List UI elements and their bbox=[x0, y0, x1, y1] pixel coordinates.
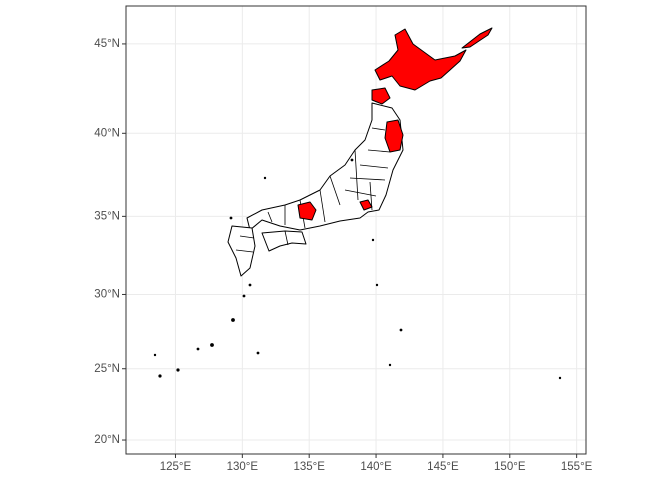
y-tick-label: 45°N bbox=[94, 38, 120, 50]
x-tick-label: 135°E bbox=[293, 461, 325, 473]
island bbox=[350, 158, 354, 162]
x-tick-label: 130°E bbox=[227, 461, 259, 473]
aomori bbox=[371, 87, 391, 105]
x-tick-label: 155°E bbox=[561, 461, 593, 473]
y-tick-label: 30°N bbox=[94, 288, 120, 300]
y-tick-label: 20°N bbox=[94, 434, 120, 446]
island bbox=[256, 351, 260, 355]
island bbox=[399, 328, 403, 332]
kuril-islands bbox=[461, 27, 493, 49]
island bbox=[196, 347, 200, 351]
island bbox=[248, 283, 252, 287]
island bbox=[558, 376, 562, 380]
grid bbox=[126, 6, 586, 454]
island bbox=[158, 374, 162, 378]
hokkaido bbox=[374, 28, 467, 91]
x-tick-label: 140°E bbox=[360, 461, 392, 473]
island bbox=[388, 363, 392, 367]
island bbox=[231, 318, 235, 322]
islands bbox=[153, 158, 562, 380]
hyogo bbox=[297, 201, 317, 221]
island bbox=[263, 176, 267, 180]
shikoku bbox=[261, 230, 307, 252]
y-tick-label: 40°N bbox=[94, 127, 120, 139]
kanagawa bbox=[359, 199, 373, 211]
island bbox=[371, 238, 375, 242]
iwate bbox=[384, 119, 404, 153]
panel-border bbox=[125, 5, 587, 455]
x-tick-label: 125°E bbox=[160, 461, 192, 473]
x-tick-label: 145°E bbox=[427, 461, 459, 473]
prefecture-borders bbox=[235, 127, 391, 253]
island bbox=[210, 343, 214, 347]
island bbox=[375, 283, 379, 287]
y-tick-label: 35°N bbox=[94, 210, 120, 222]
island bbox=[176, 368, 180, 372]
island bbox=[153, 353, 157, 357]
honshu bbox=[246, 102, 404, 231]
x-tick-label: 150°E bbox=[494, 461, 526, 473]
y-tick-label: 25°N bbox=[94, 363, 120, 375]
island bbox=[229, 216, 233, 220]
japan-map bbox=[153, 27, 562, 380]
island bbox=[242, 294, 246, 298]
